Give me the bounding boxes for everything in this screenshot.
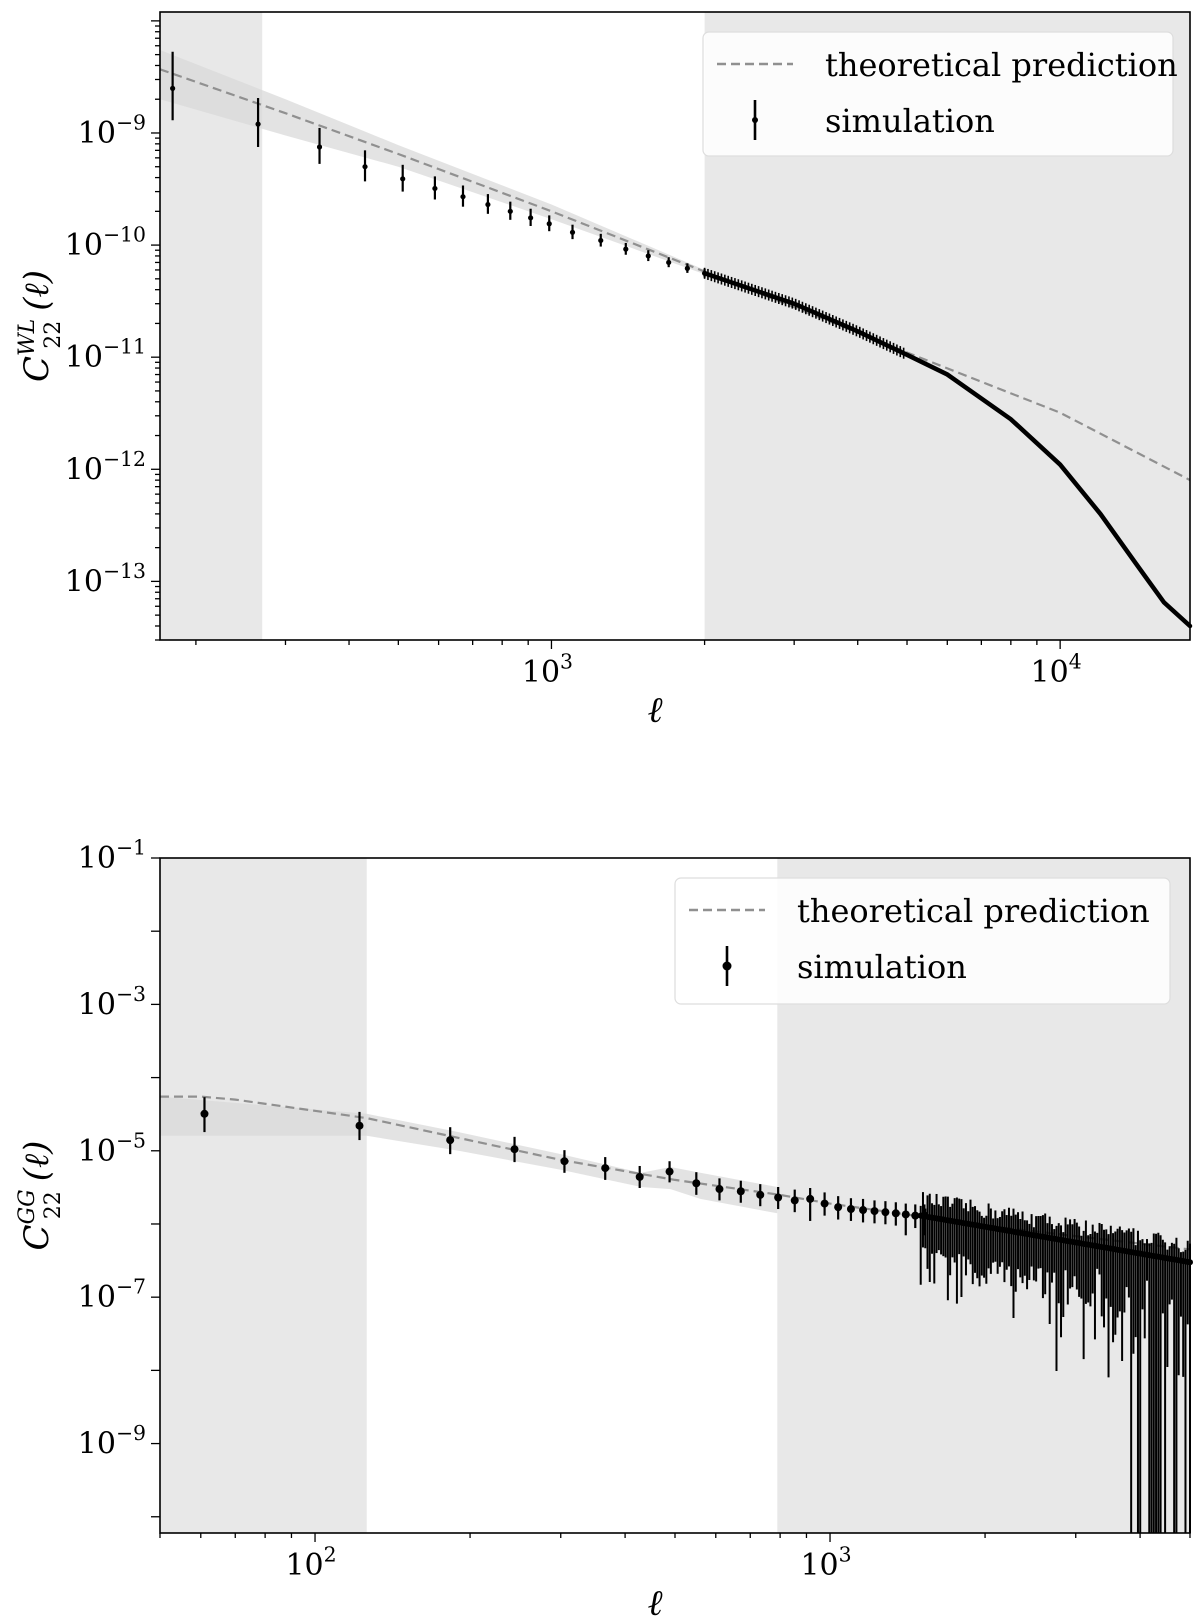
excluded-region-0 [160,858,367,1533]
sim-point [911,1211,920,1220]
x-tick-label: 103 [522,650,573,691]
sim-point [546,221,552,227]
sim-point [870,1207,879,1216]
sim-point [834,1203,843,1212]
legend-sim-label: simulation [825,102,995,140]
y-tick-label: 10−11 [65,335,146,376]
y-tick-label: 10−10 [65,223,146,264]
sim-point [446,1136,455,1145]
sim-point [665,1167,674,1176]
x-tick-label: 103 [800,1543,851,1584]
sim-point [355,1121,364,1130]
sim-point [774,1193,783,1202]
legend-theory-label: theoretical prediction [825,46,1178,84]
sim-point [756,1190,765,1199]
legend-sim-marker [752,117,758,123]
legend-sim-label: simulation [797,948,967,986]
sim-point [846,1205,855,1214]
uncertainty-band [160,1096,778,1214]
y-tick-label: 10−7 [78,1275,146,1316]
sim-point [601,1164,610,1173]
sim-point [820,1199,829,1208]
sim-point [684,265,690,271]
sim-point [645,253,651,259]
legend-box [674,877,1171,1005]
legend-sim-marker [722,961,732,971]
sim-point [255,121,261,127]
y-tick-label: 10−9 [78,1421,146,1462]
sim-point [569,229,576,235]
sim-point [362,164,368,170]
sim-point [715,1185,724,1194]
y-tick-label: 10−3 [78,982,146,1023]
sim-point [806,1194,815,1203]
sim-point [666,259,672,266]
sim-point [635,1172,644,1181]
y-axis-label: CWL22(ℓ) [15,270,66,382]
sim-point [901,1210,910,1219]
chart-gg: 102 103 10−1 10−3 10−5 10−7 10−9 ℓ CGG22(ℓ) theo… [15,836,1193,1623]
x-axis-label: ℓ [648,1583,663,1623]
sim-point [736,1187,745,1196]
legend-box [702,31,1174,157]
sim-point [510,1145,519,1154]
sim-point [400,176,406,182]
plot-frame [159,11,1191,641]
sim-point [692,1179,701,1188]
sim-point [316,144,323,150]
sim-point [432,185,438,192]
sim-point [623,246,629,252]
legend-theory-label: theoretical prediction [797,892,1150,930]
sim-point [859,1206,868,1215]
sim-point [485,201,491,208]
sim-point [528,215,534,221]
x-tick-label: 102 [285,1543,336,1584]
sim-point [790,1196,799,1205]
sim-point [460,194,466,200]
x-axis-label: ℓ [648,690,663,731]
y-tick-label: 10−1 [78,836,146,877]
y-tick-label: 10−12 [65,447,146,488]
y-tick-label: 10−5 [78,1128,146,1169]
sim-point [891,1209,900,1218]
sim-point [560,1157,569,1166]
sim-point [507,208,513,214]
sim-point [881,1208,890,1217]
sim-point [200,1109,209,1118]
y-axis-label: CGG22(ℓ) [15,1141,66,1251]
chart-wl: 103 10410−910−1010−1110−1210−13ℓCWL22(ℓ) … [15,11,1193,731]
y-tick-label: 10−13 [65,559,146,600]
sim-point [598,237,604,244]
y-tick-label: 10−9 [78,110,146,151]
sim-point [170,85,176,91]
x-tick-label: 104 [1031,650,1082,691]
